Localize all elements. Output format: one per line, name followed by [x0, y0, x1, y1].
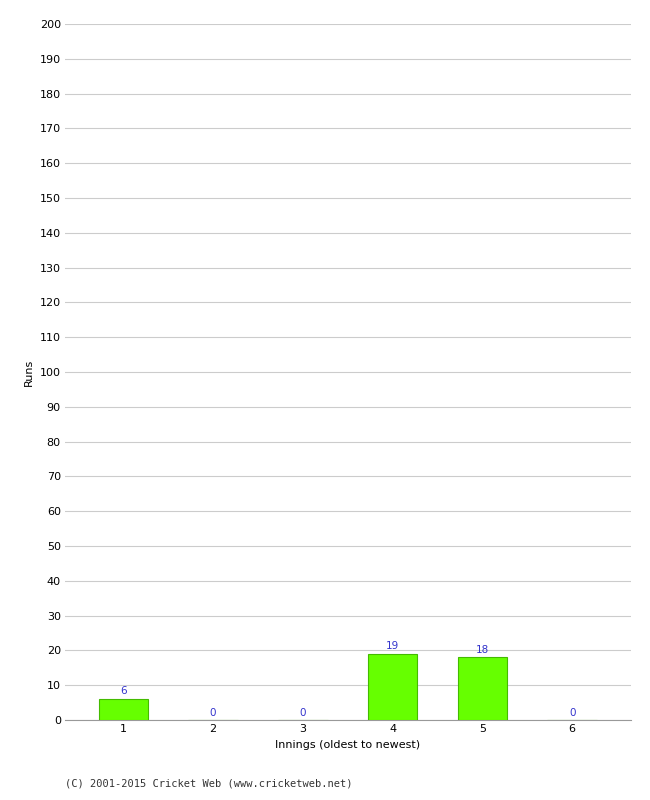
Bar: [458, 658, 507, 720]
Text: 0: 0: [210, 708, 216, 718]
Bar: [368, 654, 417, 720]
Text: 18: 18: [476, 645, 489, 654]
Text: (C) 2001-2015 Cricket Web (www.cricketweb.net): (C) 2001-2015 Cricket Web (www.cricketwe…: [65, 778, 352, 788]
Text: 0: 0: [569, 708, 575, 718]
X-axis label: Innings (oldest to newest): Innings (oldest to newest): [275, 740, 421, 750]
Text: 6: 6: [120, 686, 127, 696]
Y-axis label: Runs: Runs: [24, 358, 34, 386]
Text: 19: 19: [386, 641, 399, 651]
Bar: [99, 699, 148, 720]
Text: 0: 0: [300, 708, 306, 718]
